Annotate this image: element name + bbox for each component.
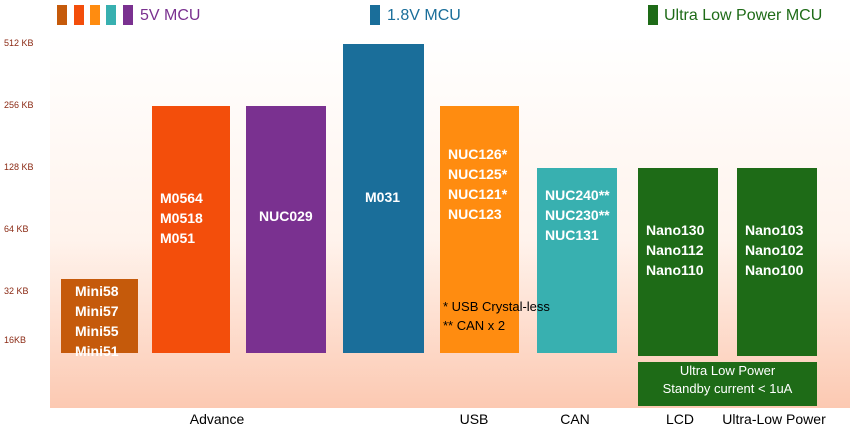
bar-label-group: M0564 M0518 M051: [152, 188, 238, 248]
y-tick-label: 16KB: [4, 335, 27, 345]
legend-swatch-green: [648, 5, 658, 25]
bar-label: Nano102: [745, 242, 804, 258]
bar: NUC029: [246, 106, 326, 353]
legend-swatch-purple: [123, 5, 133, 25]
x-category-label: Ultra-Low Power: [722, 411, 826, 427]
bar-label: NUC121*: [448, 186, 508, 202]
bar-label: M0564: [160, 190, 203, 206]
x-category-label: LCD: [665, 411, 695, 427]
bar-label: Nano112: [646, 242, 704, 258]
bar-label-group: NUC126* NUC125* NUC121* NUC123: [440, 144, 527, 224]
y-tick-label: 32 KB: [4, 286, 29, 296]
y-tick-label: 512 KB: [4, 38, 34, 48]
bar-label: Nano100: [745, 262, 804, 278]
x-category-label: CAN: [560, 411, 590, 427]
bar-label-group: Mini58 Mini57 Mini55 Mini51: [61, 281, 152, 361]
bar-label-group: NUC029: [246, 206, 339, 226]
ulp-box-title: Ultra Low Power: [679, 363, 776, 378]
ulp-box-detail: Standby current < 1uA: [662, 381, 793, 396]
bar-label: Mini51: [75, 343, 119, 359]
bar-label: NUC123: [448, 206, 502, 222]
y-tick-label: 256 KB: [4, 100, 34, 110]
ulp-standby-box: Ultra Low Power Standby current < 1uA: [638, 362, 817, 406]
bar-label: NUC029: [259, 208, 313, 224]
bar-label: NUC125*: [448, 166, 508, 182]
bar: NUC126* NUC125* NUC121* NUC123: [440, 106, 519, 353]
bar-label-group: M031: [343, 187, 446, 207]
legend: 5V MCU 1.8V MCU Ultra Low Power MCU: [0, 5, 859, 27]
legend-swatch-orange: [90, 5, 100, 25]
bar-label: M051: [160, 230, 196, 246]
bar-label: M031: [365, 189, 401, 205]
legend-swatch-teal: [106, 5, 116, 25]
bar-label: NUC131: [545, 227, 599, 243]
x-category-label: Advance: [189, 411, 245, 427]
legend-ulp-label: Ultra Low Power MCU: [664, 7, 823, 24]
bar: M031: [343, 44, 424, 353]
legend-1v8-label: 1.8V MCU: [387, 7, 461, 24]
legend-swatch-brown: [57, 5, 67, 25]
bar-label: NUC240**: [545, 187, 610, 203]
bar-label: Mini55: [75, 323, 119, 339]
note-usb: * USB Crystal-less: [443, 299, 550, 314]
bar-label: Nano130: [646, 222, 705, 238]
note-can: ** CAN x 2: [443, 318, 506, 333]
bar-label: M0518: [160, 210, 203, 226]
legend-swatch-blue: [370, 5, 380, 25]
bar: M0564 M0518 M051: [152, 106, 230, 353]
bar-label-group: NUC240** NUC230** NUC131: [537, 185, 625, 245]
y-tick-label: 64 KB: [4, 224, 29, 234]
bar-label: NUC126*: [448, 146, 508, 162]
x-category-label: USB: [459, 411, 489, 427]
bar: Nano103 Nano102 Nano100: [737, 168, 817, 356]
bar-label: Mini58: [75, 283, 119, 299]
bar: Mini58 Mini57 Mini55 Mini51: [61, 279, 138, 359]
legend-5v-label: 5V MCU: [140, 7, 201, 24]
bar-label: Mini57: [75, 303, 119, 319]
bar: Nano130 Nano112 Nano110: [638, 168, 718, 356]
bar: NUC240** NUC230** NUC131: [537, 168, 617, 353]
bar-label: NUC230**: [545, 207, 610, 223]
bar-label: Nano103: [745, 222, 804, 238]
bar-label-group: Nano130 Nano112 Nano110: [638, 220, 726, 280]
legend-swatch-red: [74, 5, 84, 25]
y-tick-label: 128 KB: [4, 162, 34, 172]
bar-label: Nano110: [646, 262, 704, 278]
bar-label-group: Nano103 Nano102 Nano100: [737, 220, 825, 280]
